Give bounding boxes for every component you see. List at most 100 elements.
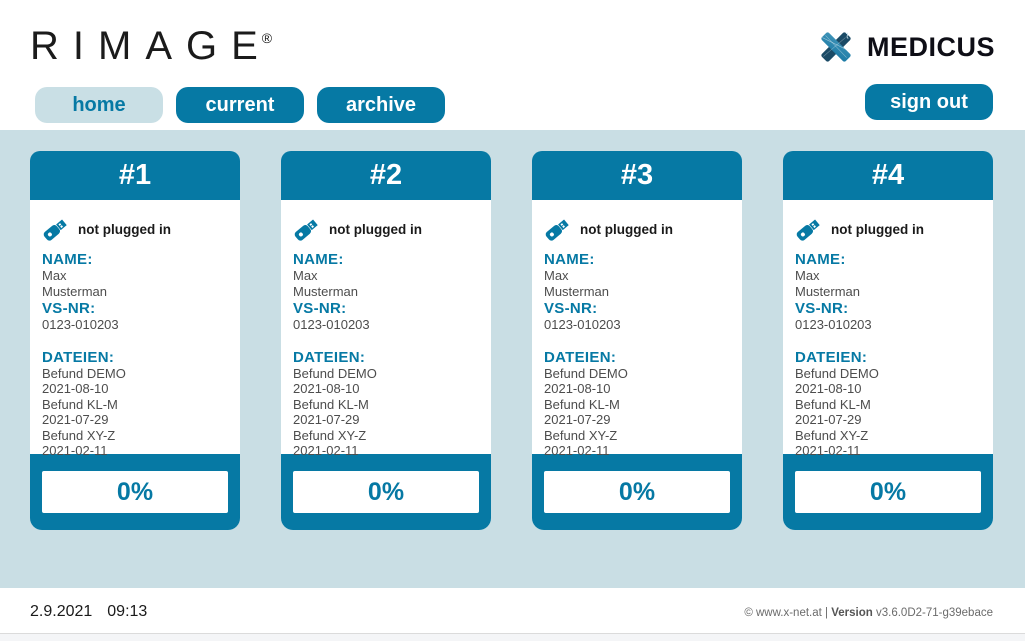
slot-number: #1: [30, 151, 240, 200]
copyright-text: © www.x-net.at: [744, 607, 822, 619]
file-date: 2021-02-11: [42, 443, 108, 458]
slot-number: #2: [281, 151, 491, 200]
vs-number: 0123-010203: [293, 317, 370, 332]
usb-status-row: not plugged in: [42, 216, 228, 243]
usb-status-row: not plugged in: [544, 216, 730, 243]
separator: |: [825, 607, 829, 619]
footer-time-text: 09:13: [107, 603, 148, 620]
version-label: Version: [831, 607, 873, 619]
file-date: 2021-08-10: [544, 381, 611, 396]
file-name: Befund DEMO: [42, 365, 126, 381]
files-label: DATEIEN:: [795, 348, 868, 366]
vsnr-label: VS-NR:: [795, 300, 849, 317]
usb-drive-icon: [294, 219, 318, 241]
version-info: © www.x-net.at | Version v3.6.0D2-71-g39…: [744, 607, 993, 619]
slot-number: #3: [532, 151, 742, 200]
medicus-brand: MEDICUS: [817, 28, 995, 66]
bottom-strip: [0, 633, 1025, 641]
slot-body: not plugged in NAME: Max Musterman VS-NR…: [281, 200, 491, 458]
nav-archive-button[interactable]: archive: [317, 87, 445, 123]
file-name: Befund KL-M: [293, 396, 369, 412]
usb-status-row: not plugged in: [293, 216, 479, 243]
file-date: 2021-02-11: [795, 443, 861, 458]
files-label: DATEIEN:: [293, 348, 366, 366]
progress-value: 0%: [293, 471, 479, 513]
slot-number: #4: [783, 151, 993, 200]
drive-slot-card: #4 not plugged in NAME: Ma: [783, 151, 993, 530]
name-label: NAME:: [795, 251, 846, 268]
usb-drive-icon: [43, 219, 67, 241]
patient-name: Max Musterman: [42, 268, 108, 299]
registered-trademark: ®: [261, 30, 273, 46]
drive-slot-card: #2 not plugged in NAME: Ma: [281, 151, 491, 530]
progress-track: 0%: [281, 454, 491, 530]
file-date: 2021-02-11: [544, 443, 610, 458]
usb-status-text: not plugged in: [78, 222, 171, 237]
progress-track: 0%: [532, 454, 742, 530]
rimage-logo: RIMAGE®: [30, 24, 282, 69]
usb-status-row: not plugged in: [795, 216, 981, 243]
vsnr-label: VS-NR:: [544, 300, 598, 317]
medicus-cross-icon: [821, 32, 851, 62]
file-name: Befund XY-Z: [42, 427, 116, 443]
slot-body: not plugged in NAME: Max Musterman VS-NR…: [532, 200, 742, 458]
file-name: Befund XY-Z: [544, 427, 618, 443]
vs-number: 0123-010203: [42, 317, 119, 332]
usb-status-text: not plugged in: [580, 222, 673, 237]
file-name: Befund DEMO: [544, 365, 628, 381]
footer: 2.9.2021 09:13 © www.x-net.at | Version v…: [0, 588, 1025, 641]
file-date: 2021-08-10: [42, 381, 109, 396]
file-name: Befund DEMO: [795, 365, 879, 381]
drive-slot-card: #1 not plugged in NAME: Ma: [30, 151, 240, 530]
patient-name: Max Musterman: [795, 268, 861, 299]
file-date: 2021-07-29: [42, 412, 109, 427]
file-name: Befund KL-M: [42, 396, 118, 412]
slot-body: not plugged in NAME: Max Musterman VS-NR…: [30, 200, 240, 458]
progress-value: 0%: [544, 471, 730, 513]
vsnr-label: VS-NR:: [42, 300, 96, 317]
progress-value: 0%: [795, 471, 981, 513]
file-name: Befund XY-Z: [293, 427, 367, 443]
medicus-brand-text: MEDICUS: [866, 31, 995, 62]
header: RIMAGE® home current archive: [0, 0, 1025, 130]
nav-home-button[interactable]: home: [35, 87, 163, 123]
file-name: Befund XY-Z: [795, 427, 869, 443]
file-name: Befund KL-M: [544, 396, 620, 412]
name-label: NAME:: [293, 251, 344, 268]
file-date: 2021-07-29: [544, 412, 611, 427]
rimage-logo-text: RIMAGE: [30, 24, 272, 68]
progress-track: 0%: [783, 454, 993, 530]
usb-drive-icon: [796, 219, 820, 241]
file-date: 2021-07-29: [795, 412, 862, 427]
patient-name: Max Musterman: [293, 268, 359, 299]
vs-number: 0123-010203: [544, 317, 621, 332]
name-label: NAME:: [42, 251, 93, 268]
drive-slot-card: #3 not plugged in NAME: Ma: [532, 151, 742, 530]
files-label: DATEIEN:: [544, 348, 617, 366]
progress-value: 0%: [42, 471, 228, 513]
file-date: 2021-07-29: [293, 412, 360, 427]
file-date: 2021-08-10: [293, 381, 360, 396]
slot-body: not plugged in NAME: Max Musterman VS-NR…: [783, 200, 993, 458]
usb-drive-icon: [545, 219, 569, 241]
vsnr-label: VS-NR:: [293, 300, 347, 317]
files-label: DATEIEN:: [42, 348, 115, 366]
usb-status-text: not plugged in: [329, 222, 422, 237]
nav-current-button[interactable]: current: [176, 87, 304, 123]
file-name: Befund KL-M: [795, 396, 871, 412]
vs-number: 0123-010203: [795, 317, 872, 332]
footer-date-text: 2.9.2021: [30, 603, 93, 620]
file-date: 2021-08-10: [795, 381, 862, 396]
usb-status-text: not plugged in: [831, 222, 924, 237]
main-content: #1 not plugged in NAME: Ma: [0, 130, 1025, 588]
main-nav: home current archive: [35, 87, 445, 123]
drive-slots-row: #1 not plugged in NAME: Ma: [0, 130, 1025, 530]
sign-out-button[interactable]: sign out: [865, 84, 993, 120]
datetime: 2.9.2021 09:13: [30, 603, 147, 621]
progress-track: 0%: [30, 454, 240, 530]
file-name: Befund DEMO: [293, 365, 377, 381]
patient-name: Max Musterman: [544, 268, 610, 299]
version-number: v3.6.0D2-71-g39ebace: [876, 607, 993, 619]
file-date: 2021-02-11: [293, 443, 359, 458]
